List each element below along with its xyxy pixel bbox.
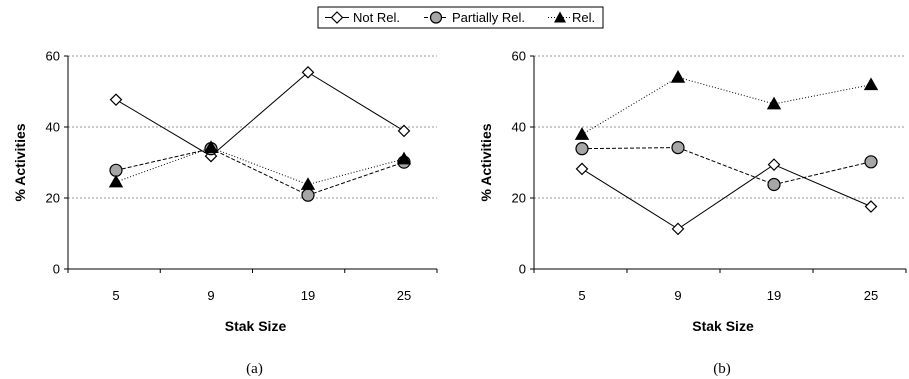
data-point-diamond: [671, 222, 685, 236]
data-point-triangle: [863, 77, 879, 91]
axes: [64, 55, 438, 273]
x-tick-label: 25: [864, 288, 878, 303]
data-point-diamond: [301, 65, 315, 79]
tick-labels: 0 20 40 60 5 9 19 25: [46, 49, 412, 304]
x-tick-label: 9: [674, 288, 681, 303]
x-tick-label: 9: [207, 288, 214, 303]
triangle-black-icon: [554, 11, 566, 23]
data-point-triangle: [670, 69, 686, 83]
y-tick-label: 20: [512, 191, 526, 206]
y-tick-label: 0: [519, 262, 526, 277]
legend-label-not-rel: Not Rel.: [353, 10, 400, 25]
data-point-circle: [864, 155, 878, 169]
legend-label-rel: Rel.: [572, 10, 595, 25]
data-point-circle: [301, 188, 315, 202]
data-point-circle: [575, 142, 589, 156]
data-point-diamond: [864, 200, 878, 213]
series-line: [115, 147, 405, 186]
data-point-diamond: [109, 93, 123, 107]
data-point-diamond: [767, 158, 781, 171]
series-line: [581, 76, 872, 135]
legend-item-partially-rel: Partially Rel.: [424, 10, 525, 25]
chart-panel-a: 0 20 40 60 5 9 19 25 % Activities Stak Size (a): [12, 49, 438, 377]
series-line: [581, 147, 872, 186]
series-not-rel: [575, 158, 878, 236]
series-line: [115, 148, 405, 196]
data-point-triangle: [203, 140, 219, 153]
data-point-circle: [767, 177, 781, 192]
x-tick-label: 19: [301, 288, 315, 303]
tick-labels: 0 20 40 60 5 9 19 25: [512, 49, 879, 304]
x-tick-label: 5: [578, 288, 585, 303]
series-partially-rel: [109, 142, 411, 202]
circle-gray-icon: [429, 11, 443, 24]
x-tick-label: 5: [112, 288, 119, 303]
data-point-triangle: [108, 174, 124, 188]
y-tick-label: 40: [46, 120, 60, 135]
data-point-triangle: [574, 127, 590, 140]
y-tick-label: 0: [53, 262, 60, 277]
series-line: [115, 71, 405, 157]
y-tick-label: 60: [512, 49, 526, 64]
panel-caption: (a): [246, 361, 263, 377]
series-not-rel: [109, 65, 411, 163]
data-point-triangle: [300, 177, 316, 190]
legend-frame: [317, 6, 604, 29]
x-axis-title: Stak Size: [225, 318, 287, 334]
diamond-open-icon: [330, 11, 344, 24]
gridlines: [534, 55, 906, 199]
data-point-diamond: [575, 162, 589, 176]
series-rel: [574, 69, 879, 140]
x-tick-label: 19: [767, 288, 781, 303]
data-point-triangle: [396, 151, 412, 165]
x-tick-label: 25: [397, 288, 411, 303]
y-axis-title: % Activities: [478, 123, 494, 201]
data-point-circle: [109, 163, 123, 177]
legend-item-rel: Rel.: [548, 10, 595, 25]
axes: [530, 55, 907, 273]
series-rel: [108, 140, 412, 190]
panel-caption: (b): [713, 361, 731, 377]
y-tick-label: 40: [512, 120, 526, 135]
legend: Not Rel. Partially Rel. Rel.: [317, 6, 604, 29]
series-partially-rel: [575, 140, 878, 192]
series-group: [108, 65, 412, 202]
y-axis-title: % Activities: [12, 123, 28, 201]
chart-panel-b: 0 20 40 60 5 9 19 25 % Activities Stak Size (b): [478, 49, 907, 377]
series-group: [574, 69, 879, 236]
gridlines: [68, 55, 437, 199]
y-tick-label: 60: [46, 49, 60, 64]
data-point-diamond: [397, 124, 411, 138]
data-point-triangle: [766, 96, 782, 110]
y-tick-label: 20: [46, 191, 60, 206]
series-line: [581, 164, 872, 230]
legend-item-not-rel: Not Rel.: [325, 10, 400, 25]
legend-label-partially-rel: Partially Rel.: [452, 10, 525, 25]
data-point-circle: [671, 140, 685, 155]
x-axis-title: Stak Size: [692, 318, 754, 334]
